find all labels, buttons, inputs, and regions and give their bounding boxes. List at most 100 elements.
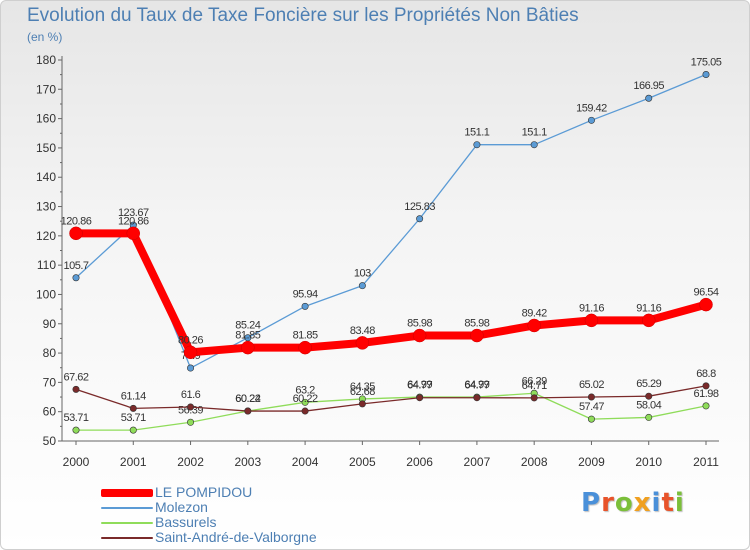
logo-letter: P — [581, 488, 602, 518]
x-tick-label: 2003 — [234, 455, 261, 469]
x-tick-label: 2011 — [693, 455, 719, 469]
data-label-le-pompidou: 81.85 — [293, 330, 318, 342]
data-point-molezon — [301, 302, 309, 310]
x-tick-label: 2004 — [292, 455, 319, 469]
data-point-saint-andre-de-valborgne — [473, 394, 481, 402]
data-label-molezon: 151.1 — [522, 127, 547, 139]
data-point-bassurels — [587, 415, 595, 423]
series-line-molezon — [75, 73, 707, 369]
chart-subtitle: (en %) — [27, 30, 63, 44]
y-tick-label: 130 — [36, 200, 56, 214]
data-label-le-pompidou: 120.86 — [118, 215, 149, 227]
data-point-le-pompidou — [183, 345, 198, 360]
data-label-molezon: 175.05 — [691, 57, 722, 69]
data-label-saint-andre-de-valborgne: 61.6 — [181, 389, 201, 401]
data-point-saint-andre-de-valborgne — [530, 394, 538, 402]
y-tick-label: 170 — [36, 82, 56, 96]
y-tick-label: 160 — [36, 112, 56, 126]
data-label-saint-andre-de-valborgne: 60.22 — [293, 393, 318, 405]
data-point-le-pompidou — [69, 226, 83, 241]
series-line-le-pompidou — [72, 229, 710, 357]
x-tick-label: 2006 — [406, 455, 433, 469]
data-point-bassurels — [72, 426, 80, 434]
data-point-bassurels — [645, 413, 653, 421]
x-tick-label: 2000 — [63, 455, 90, 469]
data-label-molezon: 85.24 — [235, 320, 260, 332]
logo-letter: i — [651, 488, 662, 518]
data-label-saint-andre-de-valborgne: 62.68 — [350, 386, 375, 398]
proxiti-logo: Proxiti — [581, 488, 685, 518]
data-label-saint-andre-de-valborgne: 68.8 — [696, 368, 716, 380]
data-point-le-pompidou — [298, 340, 312, 355]
data-point-molezon — [72, 274, 80, 282]
y-tick-label: 50 — [43, 434, 57, 448]
data-label-bassurels: 61.98 — [693, 388, 718, 400]
data-point-le-pompidou — [527, 318, 541, 333]
data-label-bassurels: 64.35 — [350, 381, 375, 393]
x-tick-label: 2005 — [349, 455, 376, 469]
data-label-molezon: 105.7 — [63, 260, 88, 272]
data-label-le-pompidou: 91.16 — [636, 302, 661, 314]
x-tick-label: 2007 — [464, 455, 491, 469]
logo-letter: r — [601, 488, 615, 518]
data-point-saint-andre-de-valborgne — [358, 400, 366, 408]
data-label-saint-andre-de-valborgne: 61.14 — [121, 390, 146, 402]
data-point-saint-andre-de-valborgne — [129, 404, 137, 412]
data-point-saint-andre-de-valborgne — [645, 392, 653, 400]
data-point-saint-andre-de-valborgne — [702, 382, 710, 390]
data-label-bassurels: 64.99 — [464, 379, 489, 391]
legend-swatch-saint-andre-de-valborgne — [101, 536, 153, 539]
data-point-saint-andre-de-valborgne — [244, 407, 252, 415]
data-point-molezon — [587, 116, 595, 124]
data-label-le-pompidou: 85.98 — [407, 318, 432, 330]
y-tick-label: 110 — [37, 258, 56, 272]
data-point-molezon — [358, 282, 366, 290]
data-label-saint-andre-de-valborgne: 64.77 — [407, 380, 432, 392]
data-label-saint-andre-de-valborgne: 65.02 — [579, 379, 604, 391]
legend-label-bassurels: Bassurels — [155, 514, 217, 530]
data-label-bassurels: 64.99 — [407, 379, 432, 391]
data-label-molezon: 95.94 — [293, 288, 318, 300]
data-label-molezon: 151.1 — [464, 127, 489, 139]
data-label-le-pompidou: 80.26 — [178, 334, 203, 346]
y-tick-label: 80 — [43, 346, 57, 360]
data-label-saint-andre-de-valborgne: 64.71 — [522, 380, 547, 392]
data-label-bassurels: 60.24 — [235, 393, 260, 405]
data-label-bassurels: 63.2 — [295, 384, 315, 396]
legend-label-molezon: Molezon — [155, 499, 208, 515]
x-tick-label: 2008 — [521, 455, 548, 469]
y-tick-label: 150 — [36, 141, 56, 155]
data-label-molezon: 123.67 — [118, 207, 149, 219]
y-tick-label: 60 — [43, 405, 57, 419]
legend-label-le-pompidou: LE POMPIDOU — [155, 484, 253, 500]
data-label-le-pompidou: 85.98 — [464, 318, 489, 330]
y-tick-label: 100 — [36, 287, 56, 301]
data-point-le-pompidou — [699, 297, 713, 312]
legend-swatch-bassurels — [101, 521, 153, 524]
logo-letter: i — [674, 488, 685, 518]
data-point-bassurels — [187, 418, 195, 426]
data-point-le-pompidou — [355, 336, 370, 350]
data-label-saint-andre-de-valborgne: 65.29 — [636, 378, 661, 390]
data-point-molezon — [645, 94, 653, 102]
data-point-bassurels — [702, 402, 710, 410]
data-label-saint-andre-de-valborgne: 64.77 — [464, 380, 489, 392]
y-tick-label: 140 — [36, 170, 56, 184]
y-tick-label: 70 — [43, 375, 57, 389]
data-point-bassurels — [301, 398, 309, 406]
data-point-molezon — [530, 141, 538, 149]
y-tick-label: 120 — [36, 229, 56, 243]
data-label-molezon: 166.95 — [633, 80, 664, 92]
data-label-saint-andre-de-valborgne: 67.62 — [63, 371, 88, 383]
data-point-saint-andre-de-valborgne — [587, 393, 595, 401]
data-point-molezon — [187, 364, 195, 372]
data-label-le-pompidou: 89.42 — [522, 307, 547, 319]
data-label-molezon: 159.42 — [576, 102, 607, 114]
x-tick-label: 2002 — [177, 455, 204, 469]
chart-title: Evolution du Taux de Taxe Foncière sur l… — [27, 5, 579, 26]
data-label-bassurels: 57.47 — [579, 401, 604, 413]
legend-label-saint-andre-de-valborgne: Saint-André-de-Valborgne — [155, 529, 317, 545]
legend-swatch-molezon — [101, 506, 153, 509]
